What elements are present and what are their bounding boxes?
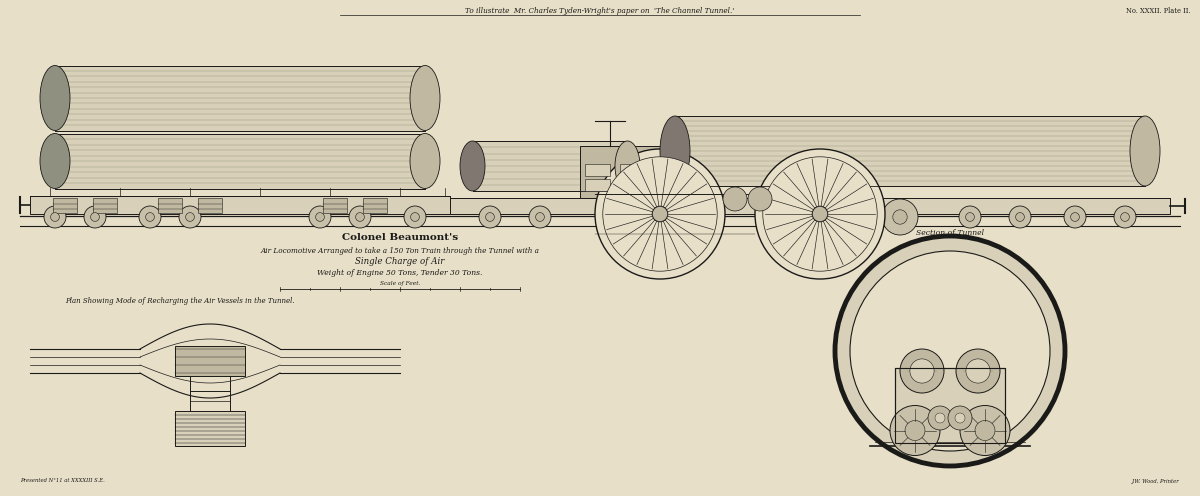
Text: Plan Showing Mode of Recharging the Air Vessels in the Tunnel.: Plan Showing Mode of Recharging the Air … xyxy=(65,297,295,305)
Circle shape xyxy=(479,206,502,228)
Circle shape xyxy=(960,406,1010,455)
Text: Weight of Engine 50 Tons, Tender 30 Tons.: Weight of Engine 50 Tons, Tender 30 Tons… xyxy=(317,269,482,277)
Circle shape xyxy=(1121,213,1129,221)
Circle shape xyxy=(44,206,66,228)
Circle shape xyxy=(905,421,925,440)
Bar xyxy=(895,368,1006,443)
Circle shape xyxy=(722,187,746,211)
Circle shape xyxy=(850,251,1050,451)
Text: Air Locomotive Arranged to take a 150 Ton Train through the Tunnel with a: Air Locomotive Arranged to take a 150 To… xyxy=(260,247,540,255)
Circle shape xyxy=(755,149,886,279)
Ellipse shape xyxy=(40,133,70,188)
Circle shape xyxy=(935,413,946,423)
Circle shape xyxy=(595,149,725,279)
Circle shape xyxy=(748,187,772,211)
Ellipse shape xyxy=(410,65,440,130)
Circle shape xyxy=(974,421,995,440)
Ellipse shape xyxy=(410,133,440,188)
Circle shape xyxy=(535,213,545,221)
Text: Section of Tunnel: Section of Tunnel xyxy=(916,229,984,237)
Bar xyxy=(175,411,245,446)
Circle shape xyxy=(928,406,952,430)
Circle shape xyxy=(1070,213,1080,221)
Ellipse shape xyxy=(660,116,690,186)
Bar xyxy=(198,198,222,213)
Bar xyxy=(323,198,347,213)
Text: Single Charge of Air: Single Charge of Air xyxy=(355,257,445,266)
Circle shape xyxy=(1015,213,1025,221)
Bar xyxy=(158,198,182,213)
Circle shape xyxy=(310,206,331,228)
Circle shape xyxy=(84,206,106,228)
Bar xyxy=(55,133,425,188)
Bar xyxy=(620,164,646,176)
Ellipse shape xyxy=(460,141,485,191)
Circle shape xyxy=(1064,206,1086,228)
Text: No. XXXII. Plate II.: No. XXXII. Plate II. xyxy=(1126,7,1190,15)
Circle shape xyxy=(959,206,982,228)
Ellipse shape xyxy=(40,65,70,130)
Text: Scale of Feet.: Scale of Feet. xyxy=(379,282,420,287)
Circle shape xyxy=(835,236,1066,466)
Ellipse shape xyxy=(616,141,640,191)
Bar xyxy=(620,179,646,191)
Circle shape xyxy=(966,213,974,221)
Text: J.W. Wood, Printer: J.W. Wood, Printer xyxy=(1133,479,1180,484)
Bar xyxy=(364,198,386,213)
Bar xyxy=(450,198,1170,214)
Circle shape xyxy=(139,206,161,228)
Circle shape xyxy=(50,213,60,221)
Bar xyxy=(30,196,450,214)
Circle shape xyxy=(893,210,907,224)
Bar xyxy=(580,146,670,198)
Bar xyxy=(895,368,1006,443)
Bar xyxy=(674,116,1145,186)
Text: Presented N°11 at XXXXIII S.E.: Presented N°11 at XXXXIII S.E. xyxy=(20,479,104,484)
Circle shape xyxy=(956,349,1000,393)
Circle shape xyxy=(900,349,944,393)
Circle shape xyxy=(1114,206,1136,228)
Circle shape xyxy=(486,213,494,221)
Text: To illustrate  Mr. Charles Tyden-Wright's paper on  'The Channel Tunnel.': To illustrate Mr. Charles Tyden-Wright's… xyxy=(466,7,734,15)
Circle shape xyxy=(404,206,426,228)
Circle shape xyxy=(349,206,371,228)
Circle shape xyxy=(955,413,965,423)
Bar xyxy=(586,164,610,176)
Ellipse shape xyxy=(1130,116,1160,186)
Circle shape xyxy=(91,213,100,221)
Circle shape xyxy=(653,206,667,222)
Circle shape xyxy=(179,206,202,228)
Bar xyxy=(94,198,118,213)
Text: Colonel Beaumont's: Colonel Beaumont's xyxy=(342,234,458,243)
Circle shape xyxy=(410,213,420,221)
Circle shape xyxy=(966,359,990,383)
Bar xyxy=(473,141,628,191)
Circle shape xyxy=(948,406,972,430)
Bar xyxy=(53,198,77,213)
Circle shape xyxy=(763,157,877,271)
Circle shape xyxy=(602,157,718,271)
Circle shape xyxy=(145,213,155,221)
Circle shape xyxy=(316,213,324,221)
Circle shape xyxy=(910,359,934,383)
Circle shape xyxy=(529,206,551,228)
Circle shape xyxy=(890,406,940,455)
Bar xyxy=(175,346,245,376)
Circle shape xyxy=(355,213,365,221)
Circle shape xyxy=(1009,206,1031,228)
Bar xyxy=(586,179,610,191)
Circle shape xyxy=(812,206,828,222)
Circle shape xyxy=(186,213,194,221)
Bar xyxy=(55,65,425,130)
Circle shape xyxy=(882,199,918,235)
